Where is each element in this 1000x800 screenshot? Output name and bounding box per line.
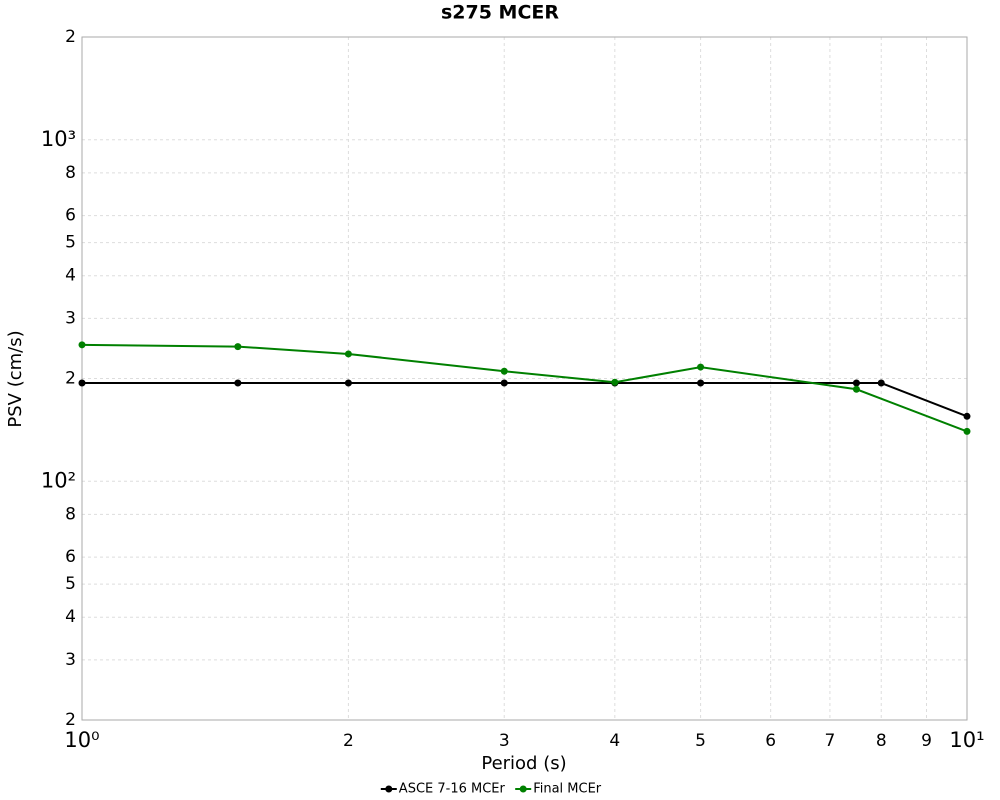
data-point <box>344 379 352 387</box>
data-point <box>344 350 352 358</box>
y-tick-label: 3 <box>65 650 76 670</box>
x-tick-label: 8 <box>876 731 887 751</box>
y-tick-label: 10² <box>41 468 76 492</box>
y-tick-label: 8 <box>65 163 76 183</box>
data-point <box>963 427 971 435</box>
data-point <box>877 379 885 387</box>
data-point <box>852 379 860 387</box>
legend-label: Final MCEr <box>533 782 602 797</box>
plot-border <box>81 36 968 721</box>
y-tick-label: 5 <box>65 233 76 253</box>
data-point <box>500 367 508 375</box>
y-tick-label: 6 <box>65 206 76 226</box>
x-tick-label: 9 <box>921 731 932 751</box>
x-tick-label: 7 <box>824 731 835 751</box>
x-tick-label: 10⁰ <box>64 728 99 752</box>
x-tick-label: 6 <box>765 731 776 751</box>
data-point <box>852 385 860 393</box>
x-tick-label: 2 <box>343 731 354 751</box>
legend-label: ASCE 7-16 MCEr <box>399 782 506 797</box>
y-tick-label: 2 <box>65 710 76 730</box>
data-point <box>234 379 242 387</box>
x-tick-label: 4 <box>609 731 620 751</box>
y-tick-label: 5 <box>65 574 76 594</box>
x-tick-label: 5 <box>695 731 706 751</box>
y-tick-label: 4 <box>65 607 76 627</box>
legend-marker <box>519 785 527 793</box>
y-tick-label: 2 <box>65 27 76 47</box>
y-tick-label: 3 <box>65 308 76 328</box>
data-point <box>78 379 86 387</box>
chart-title: s275 MCER <box>441 2 559 24</box>
y-tick-label: 4 <box>65 266 76 286</box>
y-axis-label: PSV (cm/s) <box>5 330 26 427</box>
x-axis-label: Period (s) <box>481 753 566 774</box>
data-point <box>500 379 508 387</box>
legend-marker <box>385 785 393 793</box>
y-tick-label: 6 <box>65 547 76 567</box>
y-tick-label: 10³ <box>41 127 76 151</box>
y-tick-label: 8 <box>65 504 76 524</box>
y-tick-label: 2 <box>65 369 76 389</box>
data-point <box>697 379 705 387</box>
data-point <box>78 341 86 349</box>
x-tick-label: 10¹ <box>949 728 984 752</box>
data-point <box>611 378 619 386</box>
data-point <box>963 412 971 420</box>
x-tick-label: 3 <box>499 731 510 751</box>
series-line <box>81 343 968 433</box>
data-point <box>234 343 242 351</box>
data-point <box>697 363 705 371</box>
